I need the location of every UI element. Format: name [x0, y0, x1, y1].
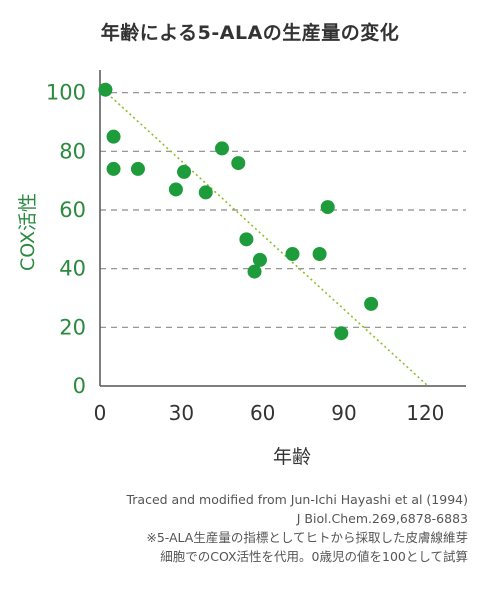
data-points	[98, 82, 379, 341]
data-point	[106, 129, 121, 144]
y-axis-label: COX活性	[17, 193, 39, 271]
data-point	[106, 161, 121, 176]
data-point	[252, 252, 267, 267]
source-note: Traced and modified from Jun-Ichi Hayash…	[28, 490, 468, 566]
axes	[99, 70, 466, 387]
data-point	[177, 164, 192, 179]
x-tick-label: 30	[169, 401, 194, 425]
y-tick-label: 100	[46, 81, 86, 105]
source-note-line: ※5-ALA生産量の指標としてヒトから採取した皮膚線維芽	[146, 530, 468, 545]
x-tick-label: 120	[406, 401, 444, 425]
y-tick-label: 20	[59, 315, 86, 339]
x-tick-label: 0	[94, 401, 107, 425]
y-tick-label: 40	[59, 257, 86, 281]
data-point	[168, 182, 183, 197]
data-point	[98, 82, 113, 97]
source-note-line: Traced and modified from Jun-Ichi Hayash…	[126, 492, 468, 507]
y-tick-label: 80	[59, 139, 86, 163]
y-tick-label: 60	[59, 198, 86, 222]
chart-title: 年齢による5-ALAの生産量の変化	[100, 22, 400, 44]
data-point	[130, 161, 145, 176]
x-axis-label: 年齢	[273, 446, 311, 468]
data-point	[215, 141, 229, 156]
data-point	[198, 185, 213, 200]
data-point	[285, 247, 300, 261]
data-point	[320, 200, 335, 215]
trend-line-group	[99, 86, 429, 387]
y-tick-label: 0	[73, 374, 86, 398]
data-point	[231, 156, 246, 171]
scatter-chart: 0 20 40 60 80 100 0 30 60 90 120 COX活性 年齢	[17, 70, 466, 468]
x-tick-label: 60	[250, 401, 275, 425]
data-point	[364, 296, 379, 311]
data-point	[312, 247, 327, 261]
trend-line	[99, 86, 429, 387]
source-note-line: J Biol.Chem.269,6878-6883	[296, 511, 468, 526]
data-point	[239, 232, 254, 247]
x-tick-label: 90	[331, 401, 356, 425]
data-point	[247, 264, 262, 279]
tick-labels: 0 20 40 60 80 100 0 30 60 90 120	[46, 81, 445, 425]
source-note-line: 細胞でのCOX活性を代用。0歳児の値を100として試算	[160, 549, 468, 564]
grid-lines	[100, 92, 466, 328]
data-point	[334, 326, 349, 341]
